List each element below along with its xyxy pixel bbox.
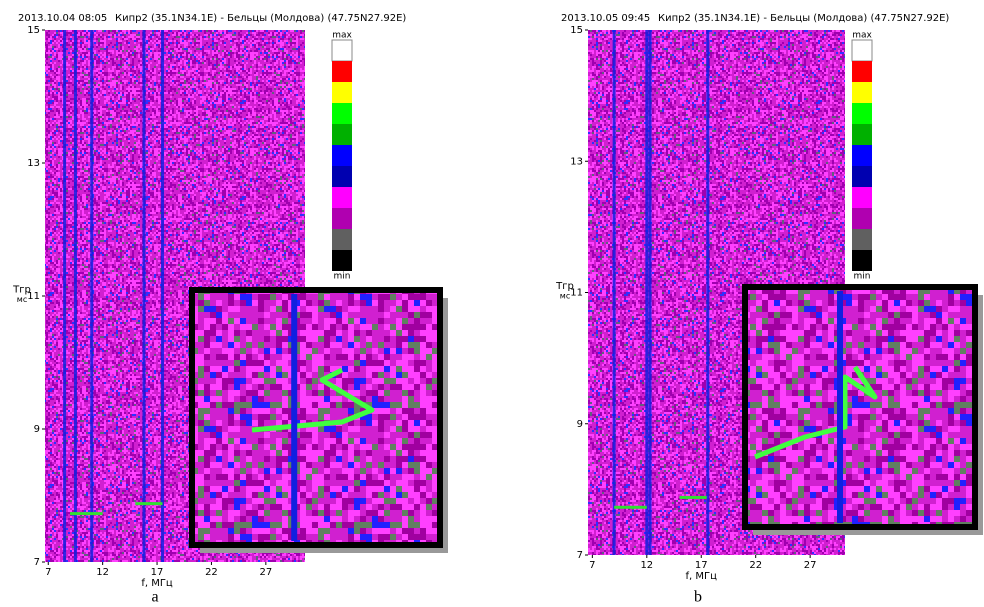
colorbar-swatch	[852, 229, 872, 250]
title: Кипр2 (35.1N34.1E) - Бельцы (Молдова) (4…	[115, 13, 406, 24]
y-axis-label: Tгр	[555, 281, 574, 292]
x-tick-label: 7	[589, 560, 595, 571]
colorbar-swatch	[852, 145, 872, 166]
inset-trace	[837, 291, 843, 523]
trace	[648, 30, 652, 555]
colorbar-max: max	[332, 31, 352, 41]
echo	[679, 495, 707, 499]
inset-echo	[251, 367, 375, 433]
trace	[63, 30, 67, 562]
y-tick-label: 7	[577, 550, 583, 561]
colorbar-swatch	[332, 145, 352, 166]
y-axis-unit: мс	[17, 295, 27, 304]
colorbar-swatch	[332, 250, 352, 271]
colorbar-max: max	[852, 31, 872, 41]
colorbar-swatch	[332, 82, 352, 103]
trace	[90, 30, 94, 562]
colorbar-min: min	[334, 272, 351, 282]
colorbar-swatch	[332, 103, 352, 124]
x-tick-label: 12	[96, 567, 109, 578]
x-tick-label: 22	[205, 567, 218, 578]
y-tick-label: 7	[34, 557, 40, 568]
inset-echo	[754, 365, 878, 460]
y-axis-unit: мс	[560, 291, 570, 300]
y-tick-label: 13	[570, 156, 583, 167]
x-tick-label: 27	[804, 560, 817, 571]
trace	[612, 30, 616, 555]
x-axis-label: f, МГц	[141, 578, 173, 589]
y-tick-label: 13	[27, 158, 40, 169]
y-tick-label: 11	[570, 288, 583, 299]
echo	[614, 505, 647, 509]
colorbar-swatch	[332, 229, 352, 250]
colorbar-swatch	[851, 39, 873, 62]
date: 2013.10.04 08:05	[18, 13, 107, 24]
trace	[73, 30, 77, 562]
colorbar-swatch	[332, 61, 352, 82]
trace	[706, 30, 710, 555]
colorbar-swatch	[852, 250, 872, 271]
colorbar-min: min	[854, 272, 871, 282]
inset-trace	[291, 294, 298, 541]
inset	[742, 284, 978, 530]
colorbar-swatch	[332, 187, 352, 208]
colorbar-swatch	[852, 208, 872, 229]
date: 2013.10.05 09:45	[561, 13, 650, 24]
echo	[70, 512, 103, 516]
colorbar-swatch	[852, 187, 872, 208]
colorbar-swatch	[852, 124, 872, 145]
y-tick-label: 11	[27, 291, 40, 302]
colorbar-swatch	[332, 124, 352, 145]
colorbar-swatch	[332, 208, 352, 229]
title: Кипр2 (35.1N34.1E) - Бельцы (Молдова) (4…	[658, 13, 949, 24]
y-axis-label: Tгр	[12, 284, 31, 295]
y-tick-label: 15	[570, 25, 583, 36]
x-tick-label: 17	[151, 567, 164, 578]
colorbar-swatch	[852, 166, 872, 187]
trace	[645, 30, 649, 555]
x-tick-label: 22	[749, 560, 762, 571]
colorbar-swatch	[332, 166, 352, 187]
x-tick-label: 7	[45, 567, 51, 578]
y-tick-label: 9	[577, 419, 583, 430]
colorbar-swatch	[852, 82, 872, 103]
x-tick-label: 27	[259, 567, 272, 578]
panel-label: a	[151, 589, 158, 606]
inset	[189, 287, 443, 548]
colorbar-swatch	[331, 39, 353, 62]
x-tick-label: 17	[695, 560, 708, 571]
trace	[142, 30, 146, 562]
trace	[160, 30, 164, 562]
colorbar-swatch	[852, 103, 872, 124]
echo	[135, 502, 163, 506]
panel-label: b	[694, 589, 702, 606]
x-tick-label: 12	[640, 560, 653, 571]
x-axis-label: f, МГц	[686, 571, 718, 582]
colorbar-swatch	[852, 61, 872, 82]
y-tick-label: 9	[34, 424, 40, 435]
y-tick-label: 15	[27, 25, 40, 36]
